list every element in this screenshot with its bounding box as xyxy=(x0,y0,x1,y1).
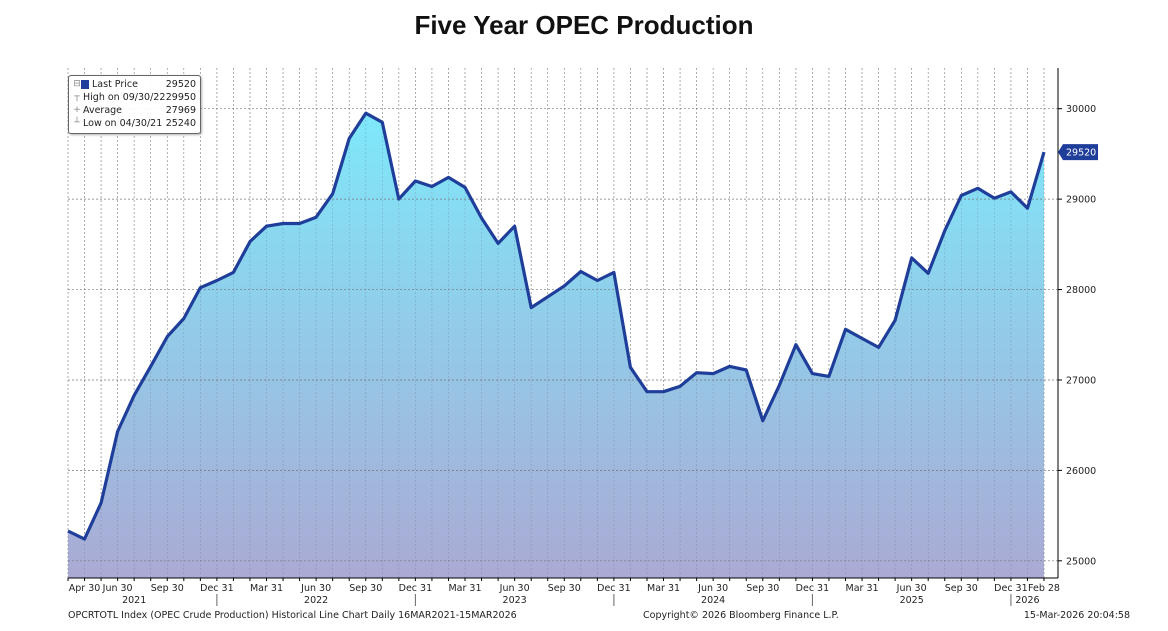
legend-value: 29950 xyxy=(165,92,196,103)
legend-label: Low on 04/30/21 xyxy=(83,118,163,129)
collapse-icon[interactable]: ⊟ xyxy=(73,79,81,89)
legend-label: High on 09/30/22 xyxy=(83,92,166,103)
y-tick-label: 27000 xyxy=(1066,375,1096,386)
x-tick-label: Jun 30 xyxy=(896,583,927,594)
legend-label: Last Price xyxy=(92,79,138,90)
y-tick-label: 25000 xyxy=(1066,556,1096,567)
series-line xyxy=(67,111,1046,541)
x-year-label: 2021 xyxy=(122,595,146,606)
x-tick-label: Mar 31 xyxy=(448,583,481,594)
x-tick-label: Sep 30 xyxy=(548,583,581,594)
x-year-label: 2023 xyxy=(503,595,527,606)
x-tick-label: Jun 30 xyxy=(300,583,331,594)
x-year-label: 2025 xyxy=(900,595,924,606)
y-tick-label: 28000 xyxy=(1066,285,1096,296)
last-price-marker xyxy=(1058,144,1098,161)
x-tick-label: Jun 30 xyxy=(499,583,530,594)
x-tick-label: Dec 31 xyxy=(399,583,433,594)
legend-item-low: ┴ Low on 04/30/21 25240 xyxy=(74,117,196,130)
last-price-label: 29520 xyxy=(1066,148,1096,159)
y-tick-label: 26000 xyxy=(1066,466,1096,477)
y-tick-label: 30000 xyxy=(1066,104,1096,115)
x-tick-label: Dec 31 xyxy=(597,583,631,594)
legend-value: 29520 xyxy=(165,79,196,90)
legend: ⊟ Last Price 29520 ┬ High on 09/30/22 29… xyxy=(68,75,201,134)
legend-item-high: ┬ High on 09/30/22 29950 xyxy=(74,91,196,104)
x-tick-label: Mar 31 xyxy=(250,583,283,594)
x-tick-label: Sep 30 xyxy=(945,583,978,594)
x-tick-label: Jun 30 xyxy=(102,583,133,594)
x-tick-label: Feb 28 xyxy=(1028,583,1060,594)
legend-label: Average xyxy=(83,105,123,116)
data-points xyxy=(67,113,1045,540)
x-tick-label: Jun 30 xyxy=(697,583,728,594)
footer-timestamp: 15-Mar-2026 20:04:58 xyxy=(1024,610,1130,621)
series-swatch xyxy=(81,80,89,89)
grid-overlay xyxy=(67,68,1058,578)
x-year-label: 2026 xyxy=(1015,595,1039,606)
legend-value: 27969 xyxy=(165,105,196,116)
x-year-label: 2024 xyxy=(701,595,725,606)
legend-item-last-price: ⊟ Last Price 29520 xyxy=(73,78,196,91)
x-tick-label: Mar 31 xyxy=(846,583,879,594)
x-tick-label: Mar 31 xyxy=(647,583,680,594)
x-year-label: 2022 xyxy=(304,595,328,606)
x-tick-label: Sep 30 xyxy=(349,583,382,594)
average-marker-icon: + xyxy=(73,105,81,115)
y-tick-label: 29000 xyxy=(1066,195,1096,206)
x-tick-label: Sep 30 xyxy=(746,583,779,594)
high-marker-icon: ┬ xyxy=(74,92,80,102)
footer-source: OPCRTOTL Index (OPEC Crude Production) H… xyxy=(68,610,517,621)
legend-value: 25240 xyxy=(165,118,196,129)
x-tick-label: Sep 30 xyxy=(151,583,184,594)
legend-item-average: + Average 27969 xyxy=(73,104,196,117)
chart-title: Five Year OPEC Production xyxy=(414,10,754,40)
x-tick-label: Dec 31 xyxy=(994,583,1028,594)
x-tick-label: Apr 30 xyxy=(69,583,101,594)
series-area xyxy=(68,113,1044,578)
x-tick-label: Dec 31 xyxy=(796,583,830,594)
low-marker-icon: ┴ xyxy=(74,118,80,128)
x-tick-label: Dec 31 xyxy=(200,583,234,594)
footer-copyright: Copyright© 2026 Bloomberg Finance L.P. xyxy=(643,610,839,621)
